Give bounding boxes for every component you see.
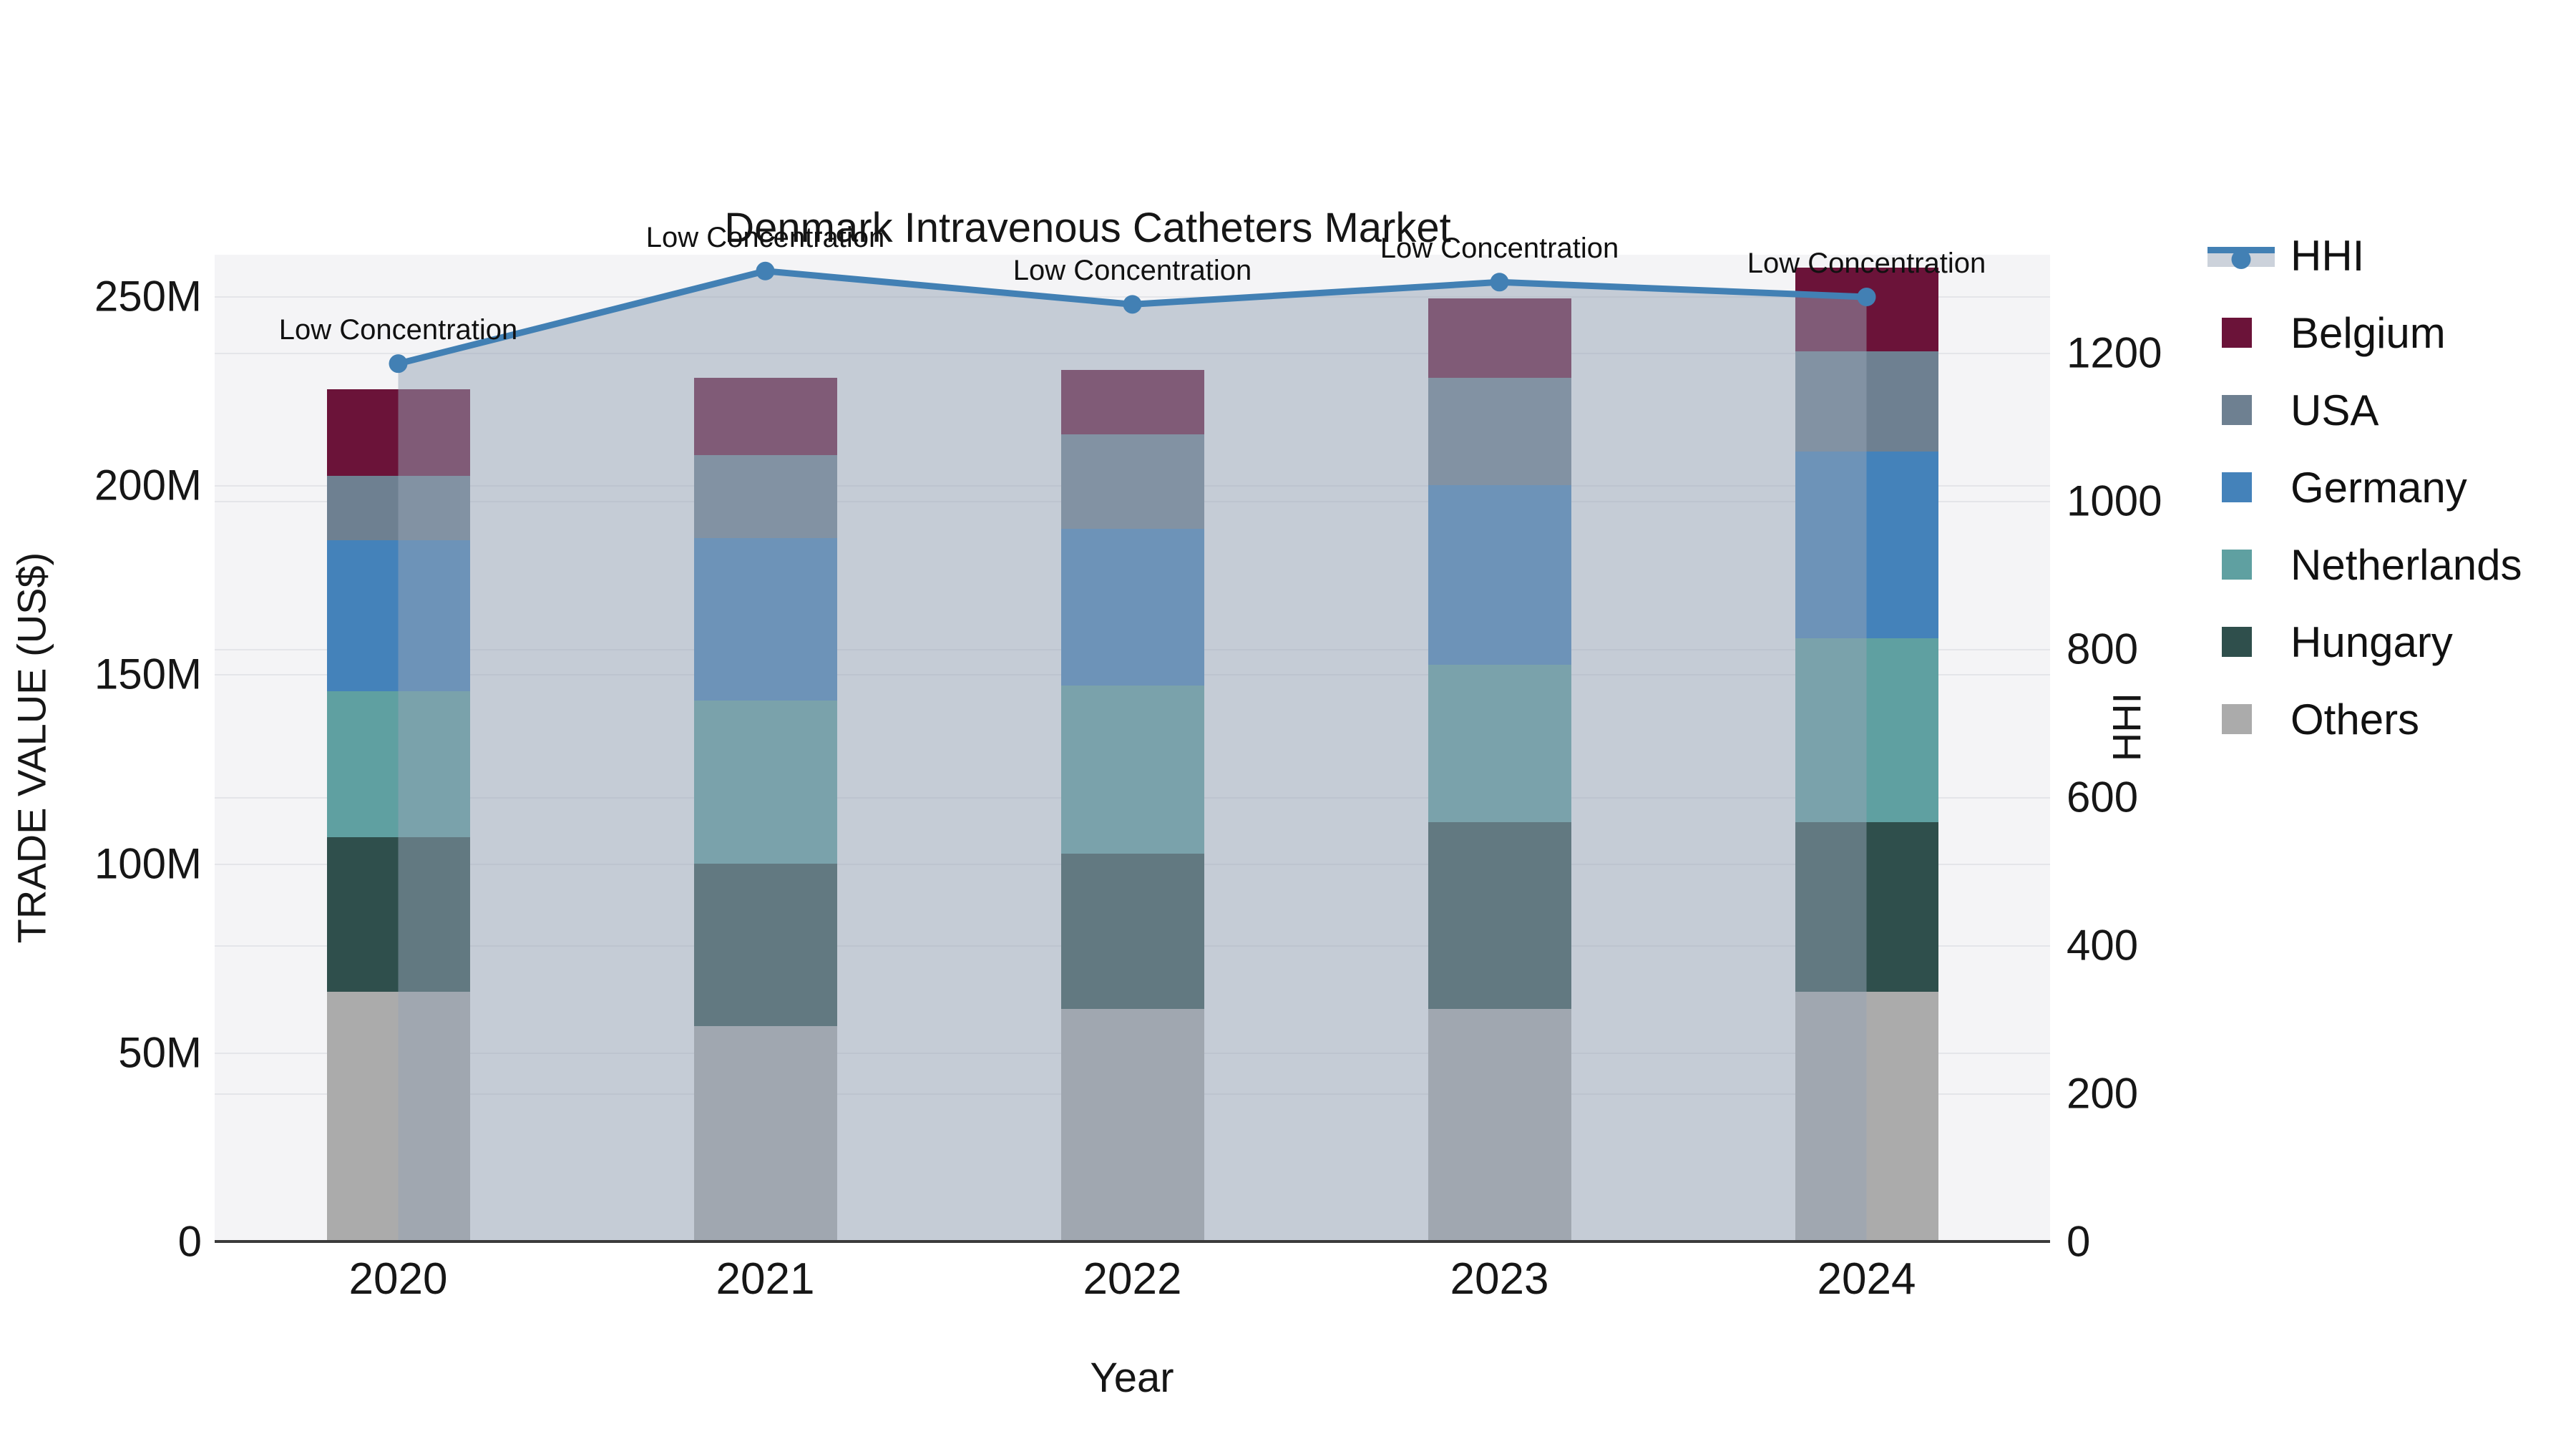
chart-title-line1: Denmark Intravenous Catheters Market — [724, 205, 1451, 251]
legend-label: USA — [2290, 386, 2379, 434]
y-left-tick-label: 0 — [177, 1217, 202, 1266]
legend-item-usa[interactable]: USA — [2207, 384, 2522, 436]
legend-color-swatch — [2207, 627, 2276, 657]
y-right-axis-title: HHI — [2104, 692, 2150, 762]
legend-color-swatch — [2207, 318, 2276, 348]
legend-line-sample — [2207, 241, 2276, 270]
x-axis-title: Year — [1090, 1355, 1174, 1401]
x-tick-label-2024: 2024 — [1817, 1254, 1916, 1304]
legend: HHI Belgium USA Germany Netherlands Hungary Ot… — [2207, 229, 2522, 746]
legend-label: Belgium — [2290, 308, 2446, 357]
legend-item-hhi[interactable]: HHI — [2207, 229, 2522, 282]
hhi-area-fill — [398, 270, 1867, 1242]
y-right-tick-label: 1000 — [2067, 477, 2162, 525]
legend-item-others[interactable]: Others — [2207, 693, 2522, 746]
y-right-tick-label: 800 — [2067, 625, 2139, 673]
legend-item-netherlands[interactable]: Netherlands — [2207, 538, 2522, 591]
x-axis-line — [215, 1240, 2050, 1243]
legend-color-swatch — [2207, 472, 2276, 502]
hhi-point-2023[interactable] — [1490, 273, 1509, 292]
y-left-axis-title: TRADE VALUE (US$) — [9, 552, 54, 944]
legend-color-swatch — [2207, 704, 2276, 734]
annotation-low-concentration: Low Concentration — [278, 314, 518, 346]
y-left-tick-label: 250M — [94, 272, 202, 321]
legend-label: Netherlands — [2290, 540, 2522, 589]
swatch-germany — [2222, 472, 2252, 502]
hhi-point-2021[interactable] — [756, 261, 775, 280]
legend-label: Germany — [2290, 463, 2467, 512]
legend-label: Hungary — [2290, 618, 2453, 666]
legend-label: HHI — [2290, 231, 2365, 280]
hhi-point-2024[interactable] — [1857, 288, 1876, 307]
annotation-low-concentration: Low Concentration — [1380, 233, 1619, 265]
swatch-others — [2222, 704, 2252, 734]
hhi-point-2020[interactable] — [389, 354, 408, 374]
swatch-belgium — [2222, 318, 2252, 348]
swatch-usa — [2222, 395, 2252, 425]
legend-color-swatch — [2207, 550, 2276, 580]
legend-item-belgium[interactable]: Belgium — [2207, 306, 2522, 359]
hhi-point-2022[interactable] — [1123, 295, 1142, 314]
swatch-hungary — [2222, 627, 2252, 657]
hhi-overlay — [389, 261, 1876, 1242]
y-right-tick-label: 1200 — [2067, 328, 2162, 377]
y-left-tick-label: 150M — [94, 650, 202, 698]
x-tick-label-2023: 2023 — [1450, 1254, 1549, 1304]
y-right-tick-label: 600 — [2067, 773, 2139, 821]
y-right-tick-label: 0 — [2067, 1217, 2091, 1266]
annotation-low-concentration: Low Concentration — [1013, 255, 1252, 287]
y-left-tick-label: 100M — [94, 839, 202, 888]
legend-line-marker — [2231, 250, 2251, 269]
x-tick-label-2020: 2020 — [348, 1254, 448, 1304]
legend-item-germany[interactable]: Germany — [2207, 461, 2522, 514]
y-right-tick-label: 200 — [2067, 1069, 2139, 1118]
y-left-tick-label: 50M — [118, 1028, 202, 1077]
legend-item-hungary[interactable]: Hungary — [2207, 615, 2522, 668]
swatch-netherlands — [2222, 550, 2252, 580]
annotation-low-concentration: Low Concentration — [645, 221, 885, 253]
y-left-tick-label: 200M — [94, 461, 202, 509]
annotation-low-concentration: Low Concentration — [1747, 248, 1986, 279]
x-tick-label-2021: 2021 — [716, 1254, 815, 1304]
y-right-tick-label: 400 — [2067, 921, 2139, 970]
legend-label: Others — [2290, 695, 2420, 743]
legend-color-swatch — [2207, 395, 2276, 425]
x-tick-label-2022: 2022 — [1083, 1254, 1182, 1304]
